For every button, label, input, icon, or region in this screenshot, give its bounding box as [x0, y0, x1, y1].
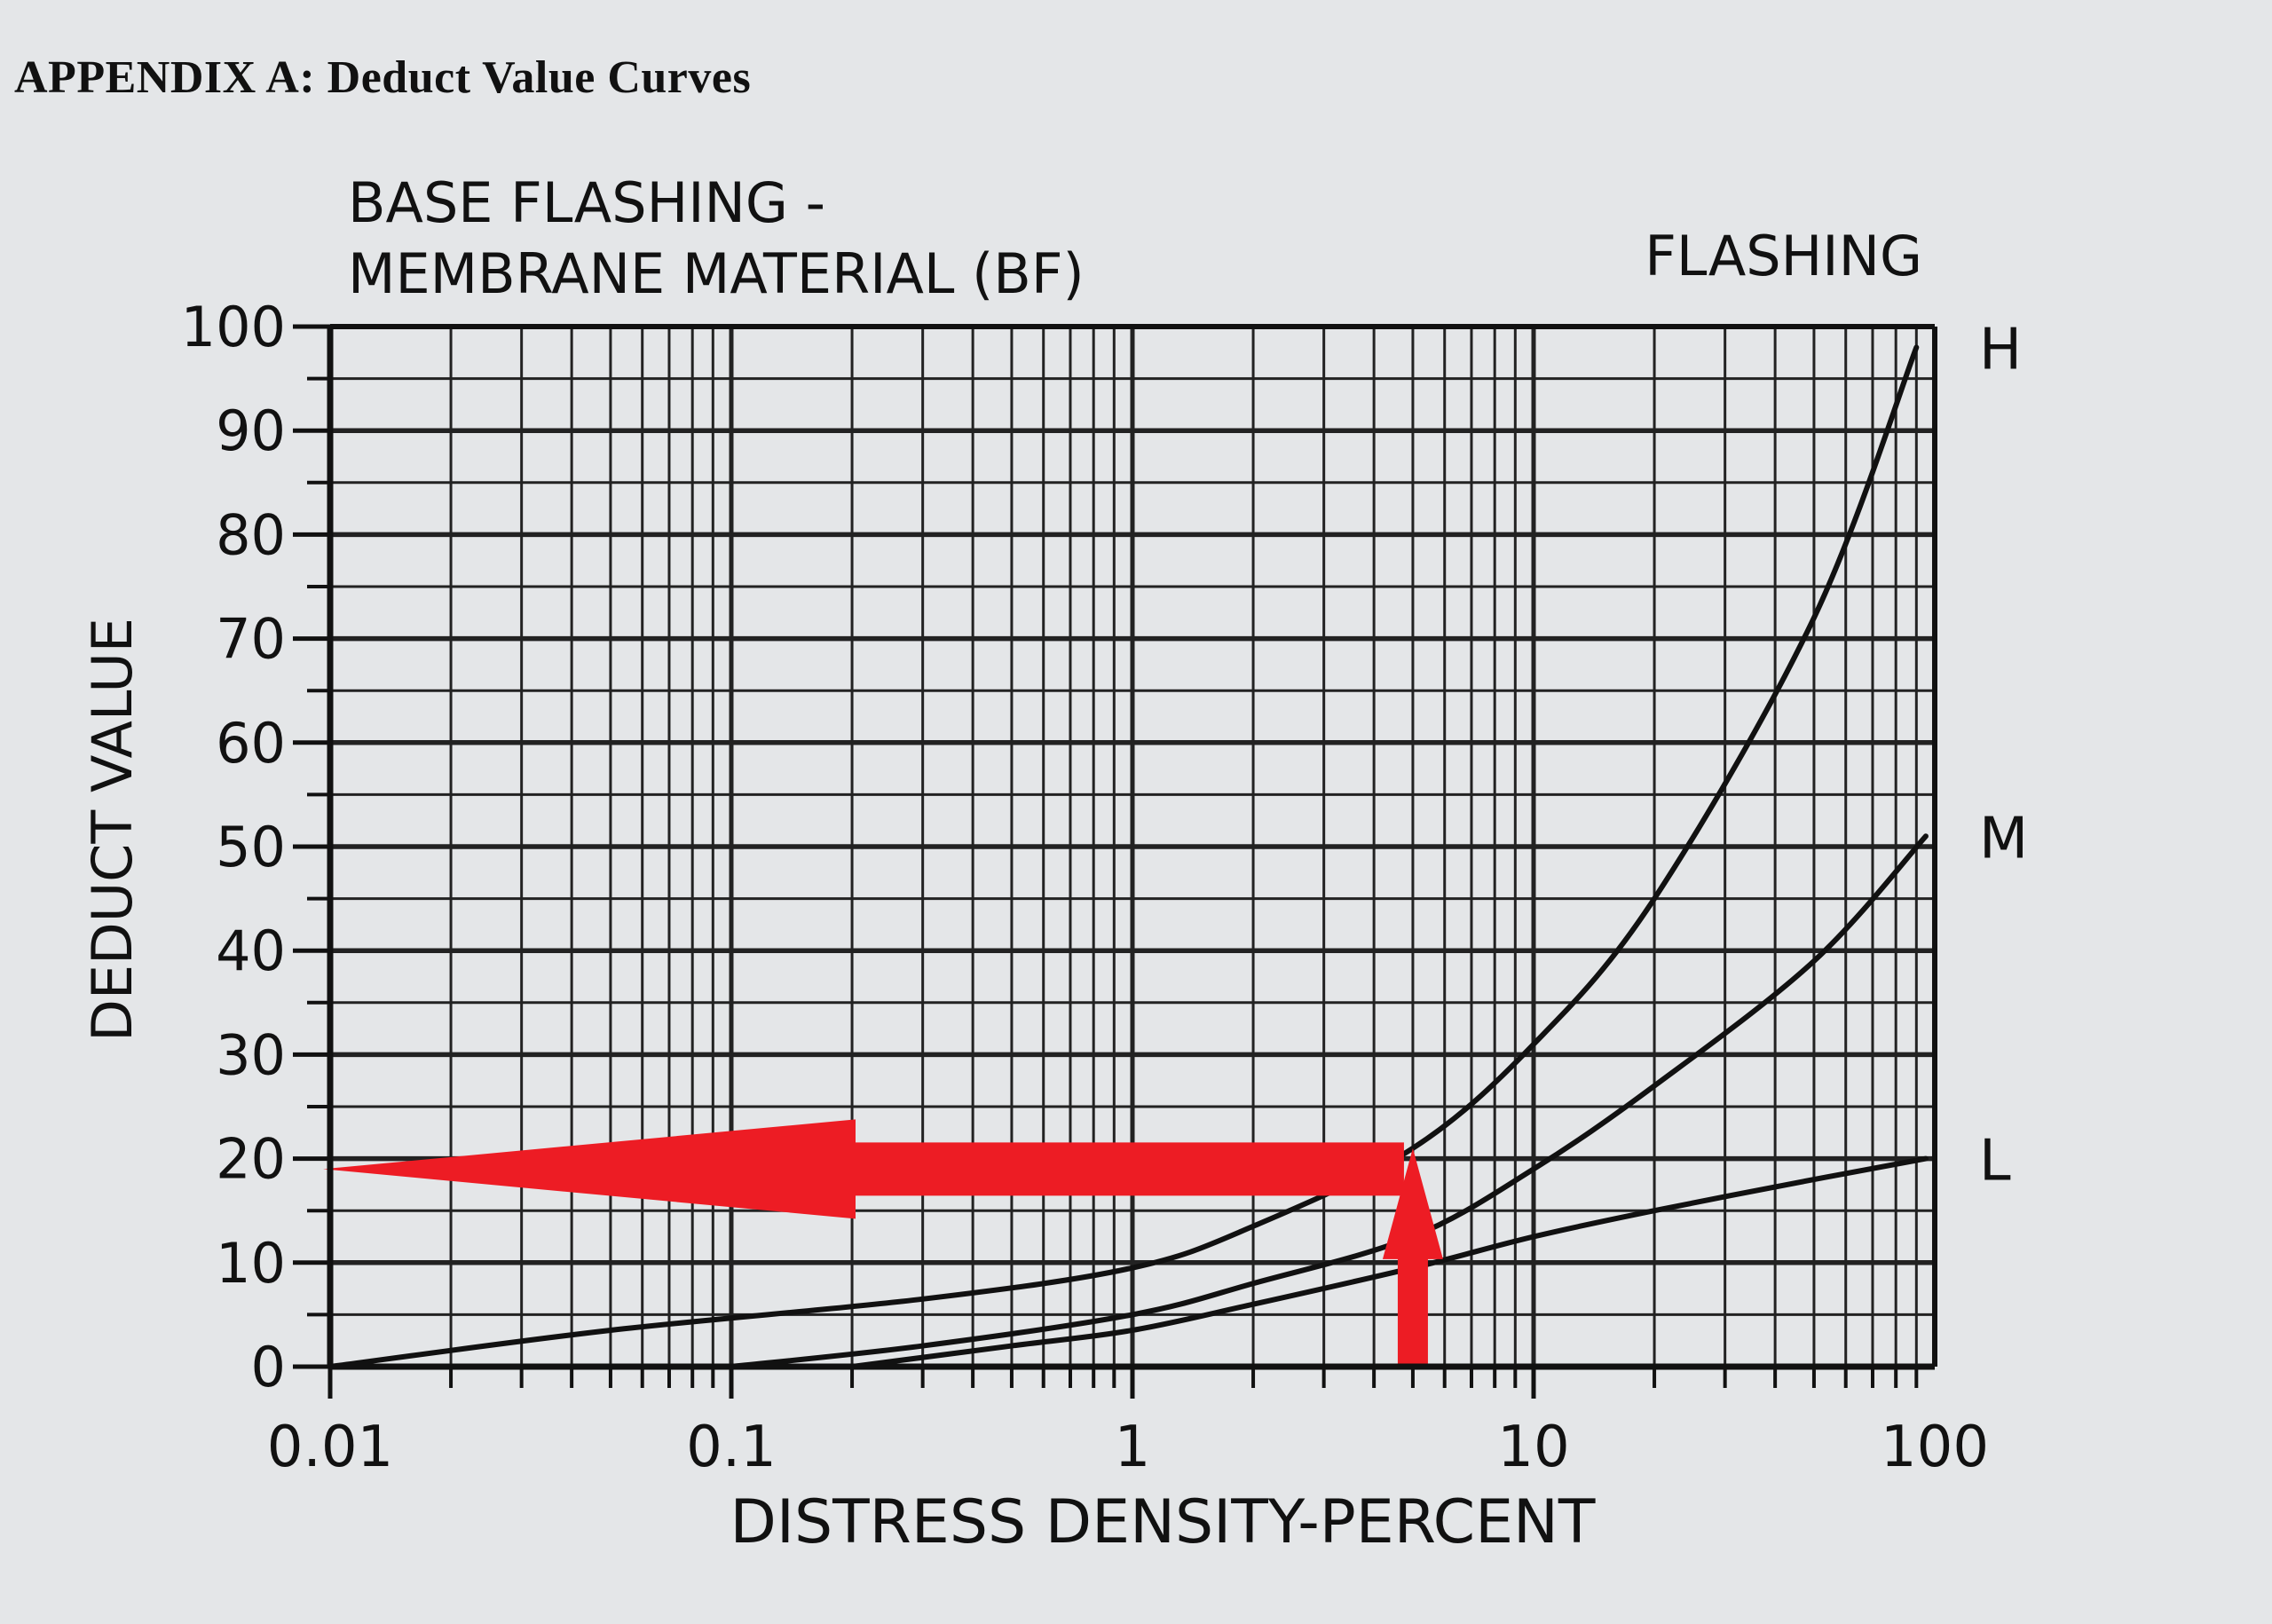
axes: 0 10 20 30 40 50 60 70 80 90 100 0.01 0.1 1 10 100	[181, 295, 1989, 1480]
chart-title-line-1: BASE FLASHING -	[348, 170, 825, 235]
horizontal-arrow	[323, 1119, 1404, 1219]
y-tick-label: 0	[251, 1335, 286, 1399]
series-m-label: M	[1979, 806, 2028, 871]
x-tick-label: 0.1	[686, 1415, 777, 1480]
x-tick-label: 100	[1881, 1415, 1989, 1480]
curves: H M L	[327, 317, 2028, 1369]
chart-title-line-2: MEMBRANE MATERIAL (BF)	[348, 241, 1085, 306]
x-tick-label: 0.01	[267, 1415, 394, 1480]
y-tick-label: 40	[216, 918, 286, 983]
y-tick-label: 50	[216, 815, 286, 879]
x-tick-label: 1	[1115, 1415, 1151, 1480]
y-tick-label: 90	[216, 398, 286, 463]
series-l-label: L	[1979, 1129, 2011, 1194]
x-tick-label: 10	[1497, 1415, 1569, 1480]
y-tick-label: 20	[216, 1127, 286, 1192]
y-tick-label: 80	[216, 502, 286, 567]
appendix-heading: APPENDIX A: Deduct Value Curves	[14, 52, 752, 103]
category-label: FLASHING	[1645, 224, 1922, 288]
grid	[327, 324, 1935, 1369]
series-h-label: H	[1979, 317, 2022, 382]
y-tick-label: 10	[216, 1231, 286, 1296]
y-axis-label: DEDUCT VALUE	[80, 618, 145, 1042]
vertical-arrow	[1382, 1147, 1443, 1367]
annotations	[323, 1119, 1443, 1367]
y-tick-label: 100	[181, 295, 286, 359]
series-h-line	[327, 344, 1920, 1369]
y-tick-label: 60	[216, 711, 286, 776]
x-axis-label: DISTRESS DENSITY-PERCENT	[730, 1487, 1596, 1557]
y-tick-label: 30	[216, 1022, 286, 1087]
y-tick-label: 70	[216, 607, 286, 672]
